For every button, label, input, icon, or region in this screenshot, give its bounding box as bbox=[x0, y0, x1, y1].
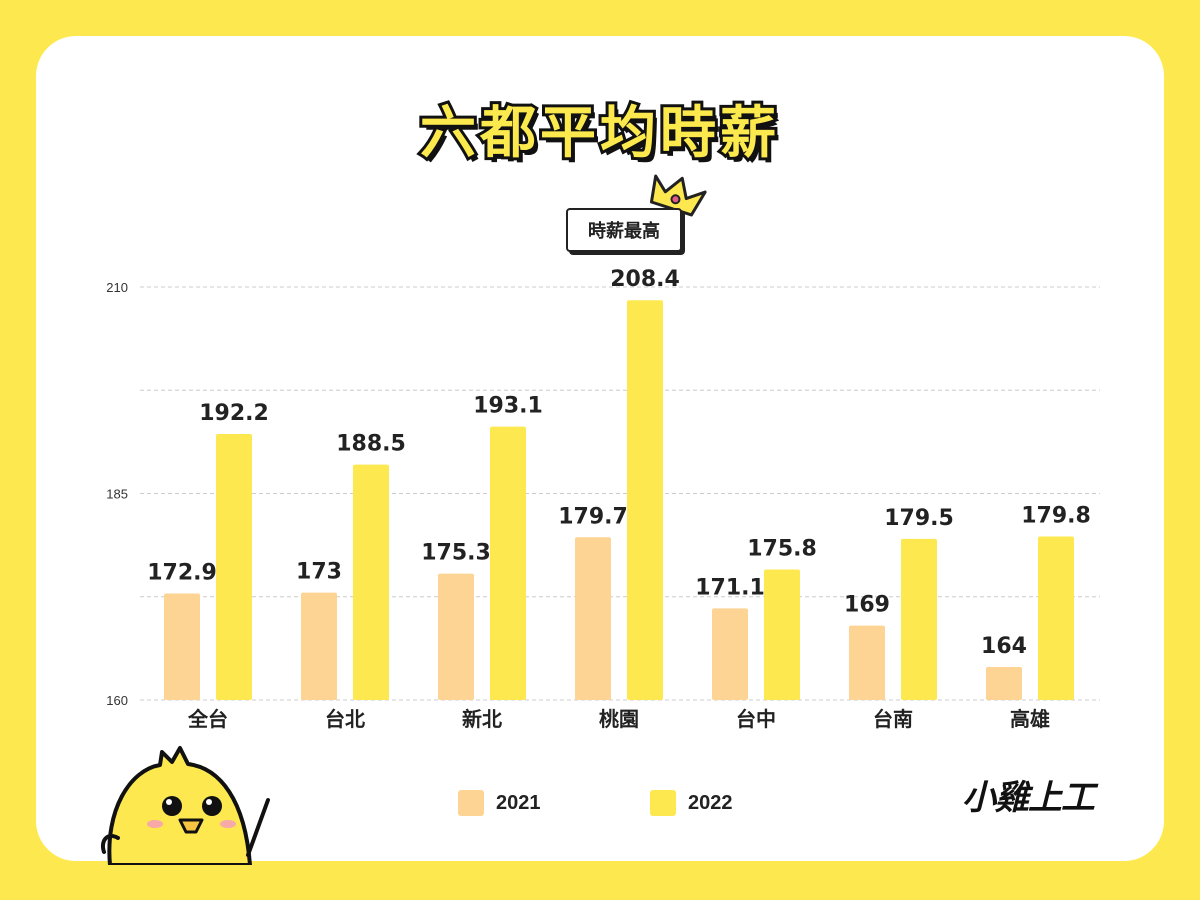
category-label: 新北 bbox=[462, 707, 502, 731]
category-label: 台中 bbox=[736, 707, 776, 731]
value-label-2021: 171.1 bbox=[695, 575, 765, 600]
value-label-2021: 172.9 bbox=[147, 560, 217, 585]
value-label-2022: 192.2 bbox=[199, 401, 269, 426]
y-tick-label: 210 bbox=[106, 280, 128, 295]
value-label-2021: 164 bbox=[981, 634, 1027, 659]
bar-2022 bbox=[1038, 536, 1074, 700]
value-label-2022: 175.8 bbox=[747, 536, 817, 561]
category-label: 台北 bbox=[325, 707, 365, 731]
chart-title: 六都平均時薪 bbox=[417, 98, 780, 169]
y-tick-label: 185 bbox=[106, 487, 128, 502]
bar-2021 bbox=[575, 537, 611, 700]
bar-2021 bbox=[301, 592, 337, 700]
value-label-2021: 175.3 bbox=[421, 541, 491, 566]
legend: 2021 2022 bbox=[0, 790, 1200, 820]
value-label-2022: 193.1 bbox=[473, 394, 543, 419]
logo-part-2: 雞 bbox=[995, 770, 1039, 819]
bar-2021 bbox=[712, 608, 748, 700]
highest-wage-badge: 時薪最高 bbox=[566, 208, 682, 252]
brand-logo: 小雞上工 bbox=[962, 770, 1095, 819]
bar-2021 bbox=[986, 666, 1022, 700]
legend-label-2022: 2022 bbox=[688, 791, 733, 814]
value-label-2022: 208.4 bbox=[610, 267, 680, 292]
legend-item-2021: 2021 bbox=[458, 790, 541, 816]
bar-2022 bbox=[216, 434, 252, 700]
legend-label-2021: 2021 bbox=[496, 791, 541, 814]
logo-part-1: 小 bbox=[962, 778, 996, 818]
legend-swatch-2021 bbox=[458, 790, 484, 816]
chick-mascot-icon bbox=[101, 746, 270, 865]
y-tick-label: 160 bbox=[106, 693, 128, 708]
bar-2022 bbox=[490, 426, 526, 700]
legend-item-2022: 2022 bbox=[650, 790, 733, 816]
value-label-2021: 179.7 bbox=[558, 504, 628, 529]
bar-2021 bbox=[849, 625, 885, 700]
value-label-2021: 173 bbox=[296, 560, 342, 585]
bar-2021 bbox=[164, 593, 200, 700]
category-label: 高雄 bbox=[1010, 707, 1050, 731]
logo-part-3: 上工 bbox=[1028, 778, 1095, 818]
category-label: 桃園 bbox=[599, 707, 639, 731]
value-label-2022: 179.5 bbox=[884, 506, 954, 531]
bar-2021 bbox=[438, 573, 474, 700]
value-label-2021: 169 bbox=[844, 593, 890, 618]
value-label-2022: 179.8 bbox=[1021, 503, 1091, 528]
bar-2022 bbox=[764, 569, 800, 700]
value-label-2022: 188.5 bbox=[336, 432, 406, 457]
category-label: 台南 bbox=[873, 707, 913, 731]
legend-swatch-2022 bbox=[650, 790, 676, 816]
crown-icon bbox=[649, 174, 707, 217]
bar-2022 bbox=[901, 538, 937, 700]
bar-2022 bbox=[627, 300, 663, 700]
category-label: 全台 bbox=[187, 707, 228, 731]
bar-2022 bbox=[353, 464, 389, 700]
